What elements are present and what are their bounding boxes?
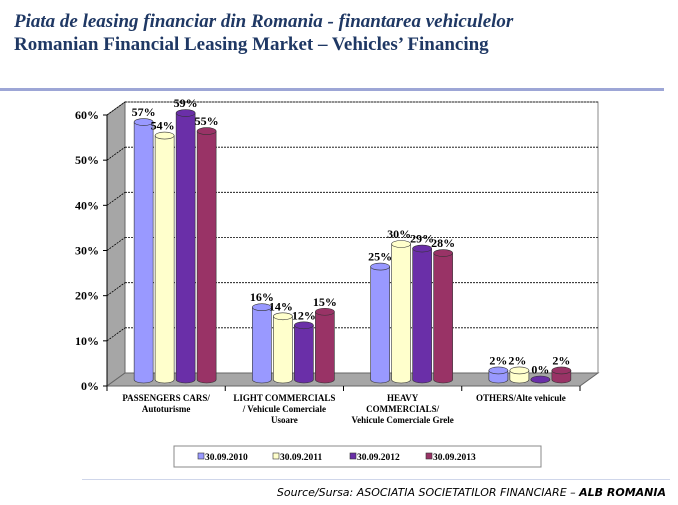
data-label: 0%: [531, 363, 549, 377]
bar-top: [273, 312, 293, 321]
gridline-side: [106, 327, 126, 342]
bar: [412, 248, 432, 384]
legend-swatch: [425, 452, 433, 460]
bar-top: [412, 244, 432, 253]
category-label: / Vehicule Comerciale: [242, 404, 326, 414]
legend-label: 30.09.2010: [205, 453, 248, 463]
data-label: 14%: [269, 299, 293, 313]
data-label: 16%: [250, 290, 274, 304]
data-label: 29%: [410, 232, 434, 246]
bar: [294, 325, 314, 384]
data-label: 15%: [313, 295, 337, 309]
y-tick-label: 60%: [75, 108, 99, 122]
source-text: Source/Sursa: ASOCIATIA SOCIETATILOR FIN…: [276, 486, 580, 499]
category-label: Autoturisme: [142, 404, 191, 414]
category-label: HEAVY: [387, 393, 419, 403]
bar-top: [315, 307, 335, 316]
legend-label: 30.09.2013: [433, 453, 476, 463]
plot-floor: [105, 372, 600, 387]
legend-label: 30.09.2011: [280, 453, 322, 463]
gridline-side: [106, 237, 126, 251]
gridline-side: [106, 101, 126, 116]
source-note: Source/Sursa: ASOCIATIA SOCIETATILOR FIN…: [277, 486, 666, 499]
data-label: 2%: [489, 353, 507, 367]
bar-top: [294, 321, 314, 330]
bar: [133, 121, 154, 384]
category-label: PASSENGERS CARS/: [122, 393, 210, 403]
bar-top: [154, 131, 175, 140]
gridline-side: [106, 146, 126, 161]
data-label: 55%: [195, 114, 219, 128]
data-label: 28%: [431, 236, 455, 250]
bar-top: [133, 118, 154, 126]
y-tick-label: 50%: [75, 153, 99, 167]
category-label: OTHERS/Alte vehicule: [476, 393, 566, 403]
legend-swatch: [349, 452, 357, 460]
legend-swatch: [272, 452, 280, 460]
data-label: 2%: [552, 353, 570, 367]
bar-top: [488, 366, 509, 375]
bar: [370, 266, 390, 384]
legend-label: 30.09.2012: [357, 453, 400, 463]
header-divider: [0, 88, 664, 91]
data-label: 57%: [132, 105, 156, 119]
legend-swatch: [197, 452, 205, 460]
category-label: Usoare: [271, 415, 298, 425]
source-bold: ALB ROMANIA: [579, 486, 666, 499]
bar: [154, 135, 175, 384]
bar: [433, 252, 453, 384]
plot-side-wall: [106, 101, 126, 387]
bar-top: [252, 303, 272, 312]
gridline-side: [106, 192, 126, 206]
bar: [315, 311, 335, 384]
bar-top: [175, 109, 196, 117]
y-tick-label: 0%: [81, 379, 99, 393]
bar-top: [370, 262, 390, 271]
data-label: 30%: [387, 227, 411, 241]
legend-box: [173, 445, 542, 468]
category-label: LIGHT COMMERCIALS: [233, 393, 335, 403]
bar: [273, 315, 293, 384]
bar: [252, 306, 272, 384]
title-romanian: Piata de leasing financiar din Romania -…: [14, 11, 514, 32]
bar: [391, 243, 411, 384]
footer-divider: [82, 479, 670, 480]
data-label: 59%: [174, 96, 198, 110]
category-label: COMMERCIALS/: [366, 404, 440, 414]
bar-top: [433, 249, 453, 257]
bar-top: [391, 240, 411, 248]
data-label: 2%: [508, 353, 526, 367]
category-label: Vehicule Comerciale Grele: [351, 415, 453, 425]
bar-top: [196, 127, 217, 135]
data-label: 12%: [292, 308, 316, 322]
y-tick-label: 10%: [75, 334, 99, 348]
bar-top: [551, 366, 572, 375]
y-tick-label: 40%: [75, 198, 99, 212]
bar-top: [509, 366, 530, 375]
data-label: 25%: [368, 250, 392, 264]
gridline-side: [106, 282, 126, 296]
y-tick-label: 20%: [75, 289, 99, 303]
bar: [196, 130, 217, 384]
bar-chart: 0% 10% 20% 30% 40% 50% 60% 57%54% 59% 55% PASSENGE…: [75, 96, 600, 468]
bar: [175, 112, 196, 384]
data-label: 54%: [151, 119, 175, 133]
title-english: Romanian Financial Leasing Market – Vehi…: [14, 34, 489, 55]
bar-top: [530, 375, 551, 384]
y-tick-label: 30%: [75, 244, 99, 258]
